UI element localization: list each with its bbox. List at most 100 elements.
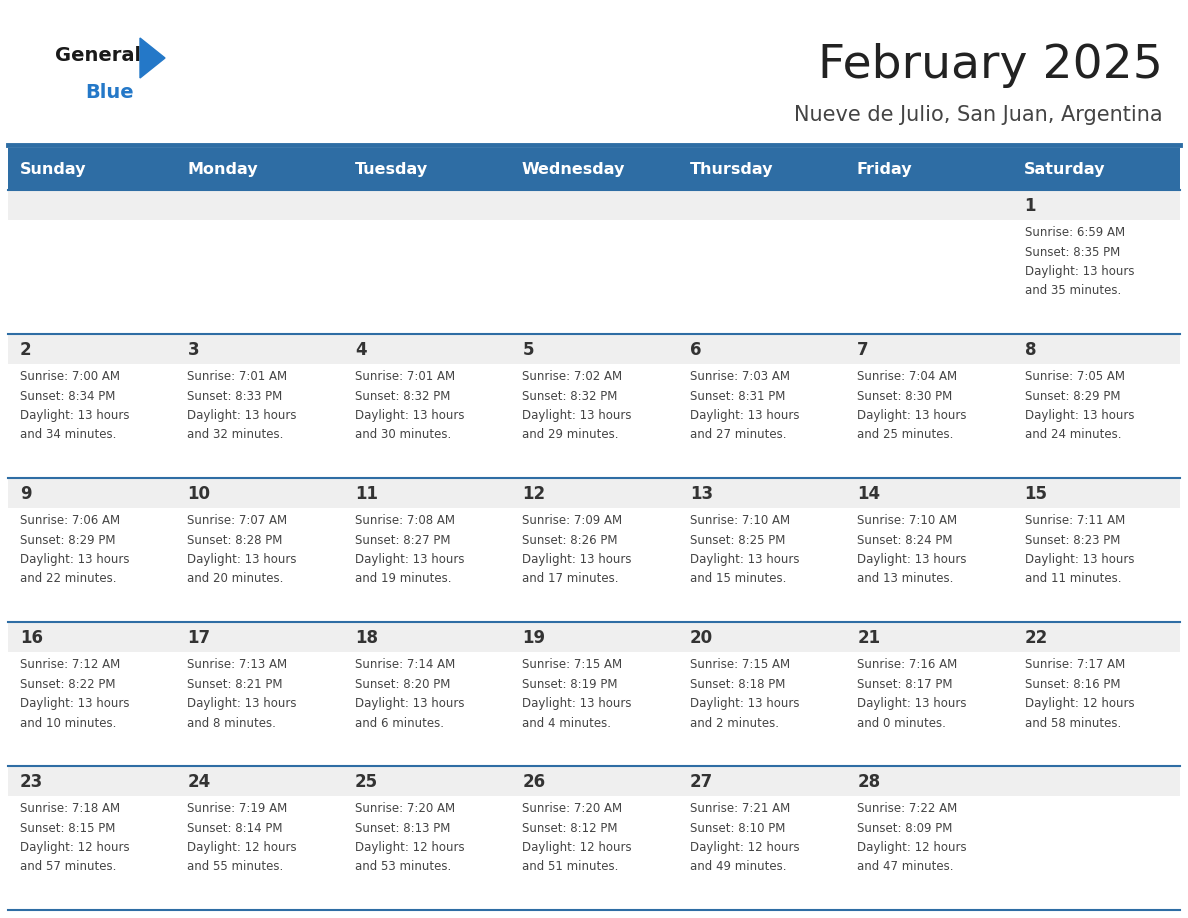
- Text: 19: 19: [523, 629, 545, 647]
- Text: Sunset: 8:16 PM: Sunset: 8:16 PM: [1024, 677, 1120, 690]
- Bar: [677, 148, 845, 190]
- Text: 13: 13: [690, 485, 713, 503]
- Text: Sunset: 8:28 PM: Sunset: 8:28 PM: [188, 533, 283, 546]
- Text: Sunrise: 7:03 AM: Sunrise: 7:03 AM: [690, 370, 790, 383]
- Text: 5: 5: [523, 341, 533, 359]
- Text: 24: 24: [188, 773, 210, 791]
- Text: 18: 18: [355, 629, 378, 647]
- Text: Daylight: 13 hours: Daylight: 13 hours: [858, 553, 967, 566]
- Text: Sunrise: 7:10 AM: Sunrise: 7:10 AM: [690, 514, 790, 527]
- Text: Sunrise: 7:19 AM: Sunrise: 7:19 AM: [188, 802, 287, 815]
- Text: Sunrise: 7:15 AM: Sunrise: 7:15 AM: [690, 658, 790, 671]
- Text: Sunset: 8:18 PM: Sunset: 8:18 PM: [690, 677, 785, 690]
- Text: and 8 minutes.: and 8 minutes.: [188, 717, 277, 730]
- Text: Nueve de Julio, San Juan, Argentina: Nueve de Julio, San Juan, Argentina: [795, 105, 1163, 125]
- Text: Sunset: 8:29 PM: Sunset: 8:29 PM: [20, 533, 115, 546]
- Text: and 19 minutes.: and 19 minutes.: [355, 573, 451, 586]
- Text: Sunset: 8:15 PM: Sunset: 8:15 PM: [20, 822, 115, 834]
- Text: and 35 minutes.: and 35 minutes.: [1024, 285, 1120, 297]
- Text: and 4 minutes.: and 4 minutes.: [523, 717, 612, 730]
- Text: and 27 minutes.: and 27 minutes.: [690, 429, 786, 442]
- Text: Sunset: 8:23 PM: Sunset: 8:23 PM: [1024, 533, 1120, 546]
- Bar: [8, 148, 176, 190]
- Text: Sunrise: 7:22 AM: Sunrise: 7:22 AM: [858, 802, 958, 815]
- Text: Daylight: 13 hours: Daylight: 13 hours: [690, 697, 800, 710]
- Text: Sunday: Sunday: [20, 162, 87, 176]
- Text: 22: 22: [1024, 629, 1048, 647]
- Text: Sunset: 8:32 PM: Sunset: 8:32 PM: [523, 389, 618, 402]
- Text: Daylight: 13 hours: Daylight: 13 hours: [690, 409, 800, 422]
- Bar: [8, 796, 1180, 910]
- Text: Daylight: 13 hours: Daylight: 13 hours: [1024, 553, 1135, 566]
- Text: Thursday: Thursday: [689, 162, 773, 176]
- Bar: [8, 220, 1180, 334]
- Text: Daylight: 13 hours: Daylight: 13 hours: [1024, 409, 1135, 422]
- Text: and 25 minutes.: and 25 minutes.: [858, 429, 954, 442]
- Text: Daylight: 12 hours: Daylight: 12 hours: [355, 841, 465, 854]
- Text: Daylight: 13 hours: Daylight: 13 hours: [20, 553, 129, 566]
- Bar: [8, 652, 1180, 766]
- Text: 2: 2: [20, 341, 32, 359]
- Text: and 47 minutes.: and 47 minutes.: [858, 860, 954, 874]
- Text: 25: 25: [355, 773, 378, 791]
- Text: Daylight: 12 hours: Daylight: 12 hours: [1024, 697, 1135, 710]
- Text: Tuesday: Tuesday: [354, 162, 428, 176]
- Text: Sunset: 8:12 PM: Sunset: 8:12 PM: [523, 822, 618, 834]
- Text: and 11 minutes.: and 11 minutes.: [1024, 573, 1121, 586]
- Text: 21: 21: [858, 629, 880, 647]
- Text: and 53 minutes.: and 53 minutes.: [355, 860, 451, 874]
- Text: and 2 minutes.: and 2 minutes.: [690, 717, 778, 730]
- Text: Sunset: 8:32 PM: Sunset: 8:32 PM: [355, 389, 450, 402]
- Bar: [511, 148, 677, 190]
- Text: Sunset: 8:17 PM: Sunset: 8:17 PM: [858, 677, 953, 690]
- Text: 12: 12: [523, 485, 545, 503]
- Text: 6: 6: [690, 341, 701, 359]
- Bar: [8, 508, 1180, 622]
- Text: 27: 27: [690, 773, 713, 791]
- Text: Sunrise: 6:59 AM: Sunrise: 6:59 AM: [1024, 226, 1125, 239]
- Text: Sunrise: 7:08 AM: Sunrise: 7:08 AM: [355, 514, 455, 527]
- Text: and 32 minutes.: and 32 minutes.: [188, 429, 284, 442]
- Text: and 0 minutes.: and 0 minutes.: [858, 717, 946, 730]
- Text: and 30 minutes.: and 30 minutes.: [355, 429, 451, 442]
- Text: Sunset: 8:22 PM: Sunset: 8:22 PM: [20, 677, 115, 690]
- Text: Daylight: 13 hours: Daylight: 13 hours: [188, 553, 297, 566]
- Text: Sunset: 8:26 PM: Sunset: 8:26 PM: [523, 533, 618, 546]
- Text: Sunrise: 7:11 AM: Sunrise: 7:11 AM: [1024, 514, 1125, 527]
- Text: 8: 8: [1024, 341, 1036, 359]
- Text: and 13 minutes.: and 13 minutes.: [858, 573, 954, 586]
- Text: Sunrise: 7:14 AM: Sunrise: 7:14 AM: [355, 658, 455, 671]
- Text: Sunrise: 7:02 AM: Sunrise: 7:02 AM: [523, 370, 623, 383]
- Text: Sunset: 8:19 PM: Sunset: 8:19 PM: [523, 677, 618, 690]
- Text: Daylight: 13 hours: Daylight: 13 hours: [858, 697, 967, 710]
- Text: General: General: [55, 46, 141, 64]
- Text: Sunset: 8:27 PM: Sunset: 8:27 PM: [355, 533, 450, 546]
- Text: Blue: Blue: [86, 83, 133, 102]
- Text: 26: 26: [523, 773, 545, 791]
- Text: Sunset: 8:34 PM: Sunset: 8:34 PM: [20, 389, 115, 402]
- Text: Friday: Friday: [857, 162, 912, 176]
- Text: Daylight: 13 hours: Daylight: 13 hours: [690, 553, 800, 566]
- Text: Daylight: 12 hours: Daylight: 12 hours: [858, 841, 967, 854]
- Text: Sunrise: 7:00 AM: Sunrise: 7:00 AM: [20, 370, 120, 383]
- Text: 23: 23: [20, 773, 43, 791]
- Text: 4: 4: [355, 341, 366, 359]
- Text: Sunset: 8:31 PM: Sunset: 8:31 PM: [690, 389, 785, 402]
- Text: Daylight: 13 hours: Daylight: 13 hours: [355, 697, 465, 710]
- Text: 7: 7: [858, 341, 868, 359]
- Text: Sunrise: 7:18 AM: Sunrise: 7:18 AM: [20, 802, 120, 815]
- Text: 17: 17: [188, 629, 210, 647]
- Text: Sunrise: 7:04 AM: Sunrise: 7:04 AM: [858, 370, 958, 383]
- Text: Sunrise: 7:10 AM: Sunrise: 7:10 AM: [858, 514, 958, 527]
- Text: Sunrise: 7:17 AM: Sunrise: 7:17 AM: [1024, 658, 1125, 671]
- Text: and 57 minutes.: and 57 minutes.: [20, 860, 116, 874]
- Text: Daylight: 12 hours: Daylight: 12 hours: [523, 841, 632, 854]
- Text: Sunset: 8:21 PM: Sunset: 8:21 PM: [188, 677, 283, 690]
- Text: Sunrise: 7:09 AM: Sunrise: 7:09 AM: [523, 514, 623, 527]
- Text: and 24 minutes.: and 24 minutes.: [1024, 429, 1121, 442]
- Text: Sunset: 8:25 PM: Sunset: 8:25 PM: [690, 533, 785, 546]
- Text: 11: 11: [355, 485, 378, 503]
- Text: Daylight: 13 hours: Daylight: 13 hours: [1024, 265, 1135, 278]
- Text: and 49 minutes.: and 49 minutes.: [690, 860, 786, 874]
- Text: and 58 minutes.: and 58 minutes.: [1024, 717, 1120, 730]
